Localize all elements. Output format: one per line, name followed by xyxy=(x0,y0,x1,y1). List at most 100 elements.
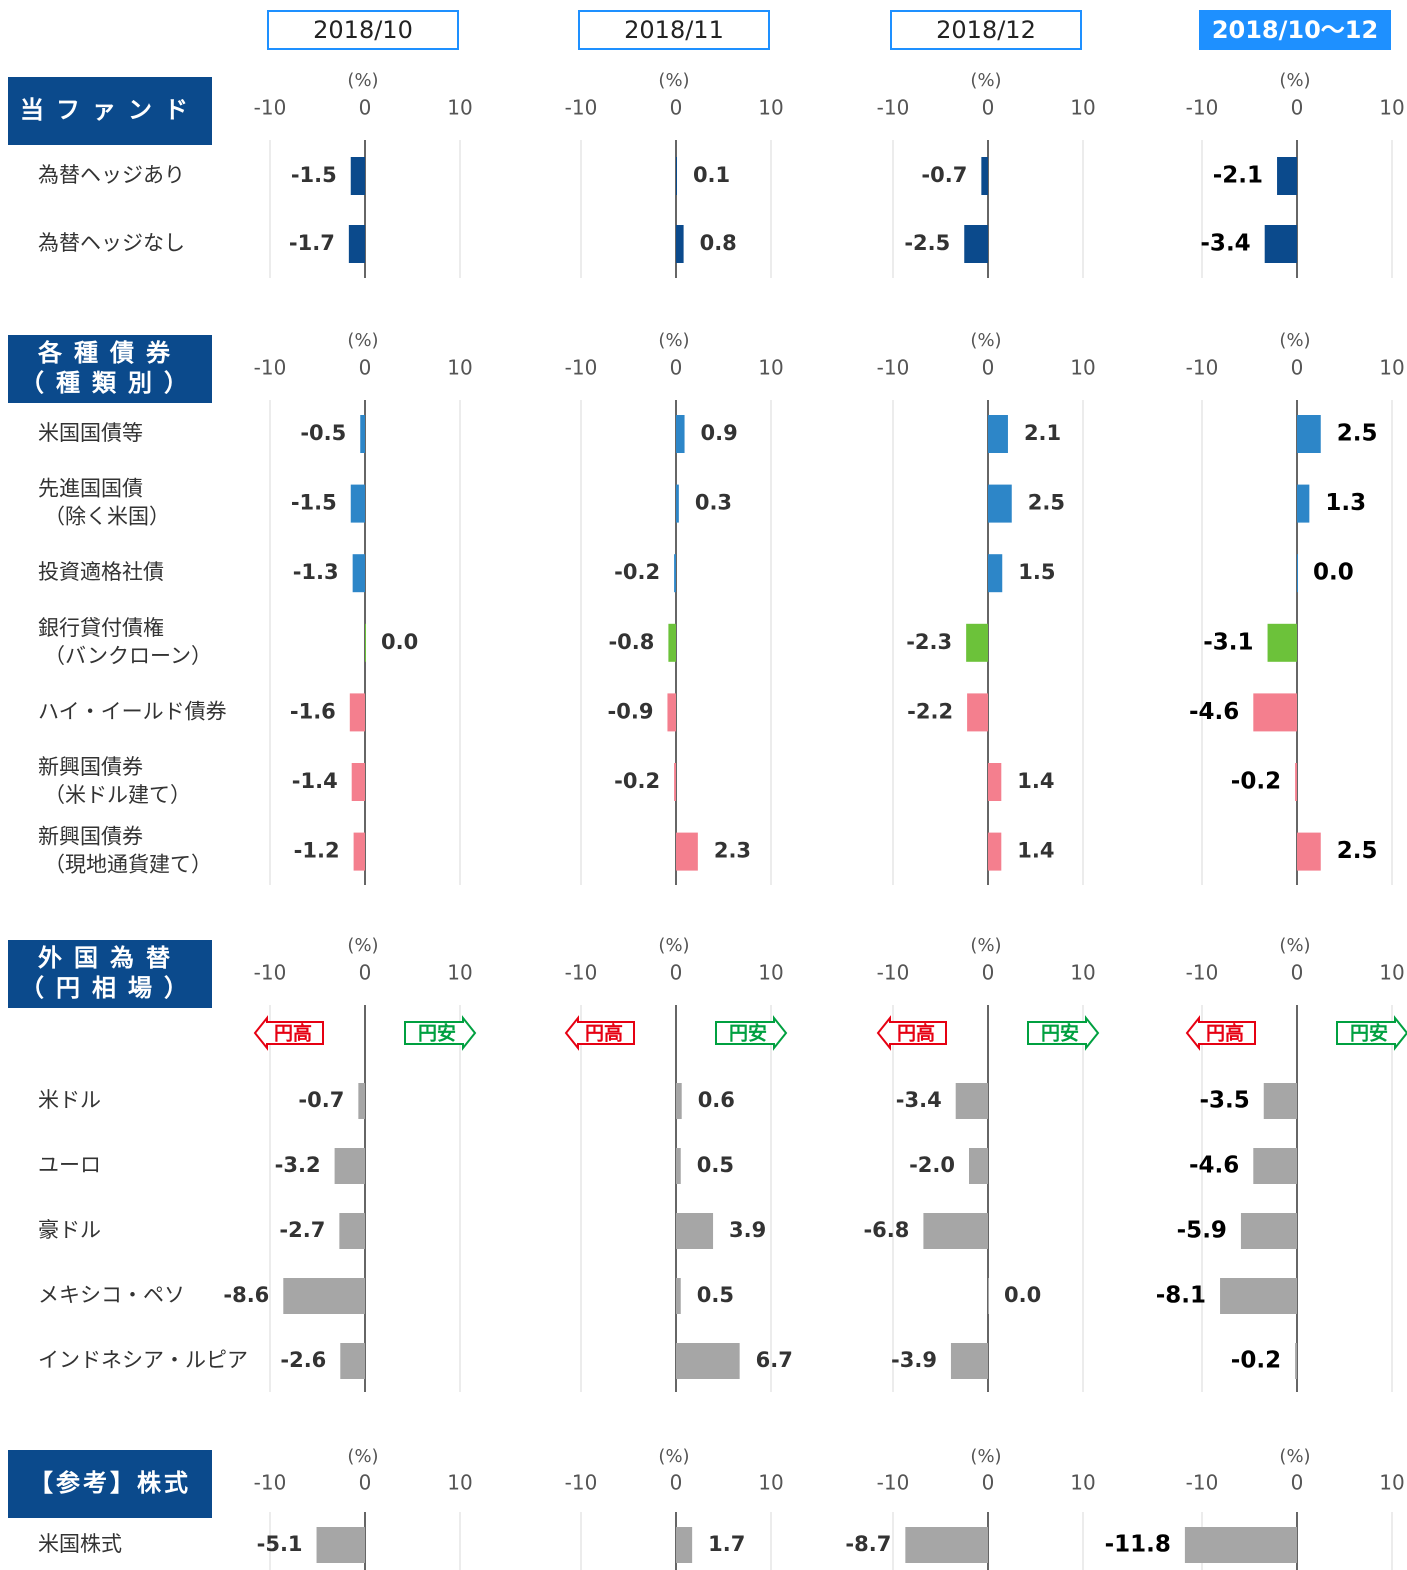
unit-label: (%) xyxy=(970,70,1001,91)
x-tick-label: -10 xyxy=(565,356,598,380)
section-title: 当ファンド xyxy=(20,96,200,124)
x-tick-label: 0 xyxy=(359,1471,372,1495)
value-label: -3.5 xyxy=(1199,1088,1249,1114)
x-tick-label: 10 xyxy=(1379,356,1404,380)
value-label: 3.9 xyxy=(729,1218,766,1242)
unit-label: (%) xyxy=(970,935,1001,956)
x-tick-label: -10 xyxy=(254,96,287,120)
value-label: -0.5 xyxy=(300,421,346,445)
x-tick-label: 0 xyxy=(359,961,372,985)
category-label: 先進国国債 xyxy=(38,477,143,501)
bar xyxy=(1264,225,1297,263)
arrow-yen-up xyxy=(876,1015,947,1051)
category-label: ユーロ xyxy=(38,1153,101,1177)
x-tick-label: -10 xyxy=(877,1471,910,1495)
bar xyxy=(966,623,988,662)
bar xyxy=(674,763,676,801)
bar xyxy=(988,832,1002,871)
bar xyxy=(1263,1083,1297,1119)
period-box xyxy=(578,10,770,50)
bar xyxy=(348,225,365,263)
bar xyxy=(676,1343,740,1379)
x-tick-label: 10 xyxy=(1070,961,1095,985)
bar xyxy=(339,1213,365,1249)
bar xyxy=(674,554,676,593)
bar xyxy=(1277,157,1297,195)
x-tick-label: 0 xyxy=(1291,961,1304,985)
period-label: 2018/10 xyxy=(313,16,413,44)
arrow-yen-up xyxy=(253,1015,324,1051)
bar xyxy=(981,157,988,195)
unit-label: (%) xyxy=(658,330,689,351)
value-label: -11.8 xyxy=(1105,1532,1171,1558)
bar xyxy=(676,1527,693,1563)
unit-label: (%) xyxy=(347,935,378,956)
bar xyxy=(668,623,676,662)
x-tick-label: 10 xyxy=(1379,961,1404,985)
bar xyxy=(1295,1343,1297,1379)
bar xyxy=(360,415,365,453)
value-label: -1.5 xyxy=(291,491,337,515)
value-label: 2.1 xyxy=(1024,421,1061,445)
category-label: ハイ・イールド債券 xyxy=(38,699,227,723)
x-tick-label: 10 xyxy=(758,356,783,380)
value-label: -0.2 xyxy=(614,769,660,793)
x-tick-label: 0 xyxy=(670,1471,683,1495)
x-tick-label: -10 xyxy=(254,961,287,985)
bar xyxy=(350,157,365,195)
value-label: -1.6 xyxy=(290,699,336,723)
arrow-label: 円高 xyxy=(585,1022,623,1045)
value-label: 2.5 xyxy=(1337,421,1378,447)
value-label: 0.1 xyxy=(693,163,730,187)
category-label: 投資適格社債 xyxy=(38,560,164,584)
category-label: 豪ドル xyxy=(38,1218,101,1242)
value-label: -4.6 xyxy=(1189,699,1239,725)
x-tick-label: 0 xyxy=(1291,96,1304,120)
bar xyxy=(316,1527,365,1563)
section-title: （円相場） xyxy=(20,974,200,1002)
category-label: 銀行貸付債権 xyxy=(38,616,164,640)
arrow-yen-up xyxy=(1185,1015,1256,1051)
bar xyxy=(676,1148,681,1184)
bar xyxy=(676,484,679,523)
x-tick-label: 10 xyxy=(758,961,783,985)
bar xyxy=(676,1213,714,1249)
category-label: 米国株式 xyxy=(38,1532,122,1556)
value-label: -2.0 xyxy=(909,1153,955,1177)
bar xyxy=(676,415,685,453)
value-label: -2.7 xyxy=(279,1218,325,1242)
value-label: 6.7 xyxy=(756,1348,793,1372)
category-label: （除く米国） xyxy=(44,505,170,529)
bar xyxy=(1184,1527,1297,1563)
value-label: 1.4 xyxy=(1017,839,1054,863)
x-tick-label: 0 xyxy=(982,961,995,985)
unit-label: (%) xyxy=(658,935,689,956)
value-label: 1.4 xyxy=(1017,769,1054,793)
arrow-yen-down xyxy=(1027,1015,1100,1051)
bar xyxy=(988,415,1008,453)
section-title: （種類別） xyxy=(20,369,200,397)
value-label: -2.6 xyxy=(280,1348,326,1372)
bar xyxy=(905,1527,988,1563)
value-label: -0.8 xyxy=(608,630,654,654)
bar xyxy=(988,554,1003,593)
value-label: -1.2 xyxy=(294,839,340,863)
x-tick-label: 10 xyxy=(447,96,472,120)
bar xyxy=(1253,693,1297,732)
x-tick-label: 0 xyxy=(670,96,683,120)
x-tick-label: -10 xyxy=(254,356,287,380)
arrow-label: 円安 xyxy=(418,1022,456,1045)
unit-label: (%) xyxy=(347,330,378,351)
bar xyxy=(1267,623,1297,662)
x-tick-label: 0 xyxy=(359,96,372,120)
bar xyxy=(676,832,698,871)
x-tick-label: 10 xyxy=(447,1471,472,1495)
value-label: 1.3 xyxy=(1325,490,1366,516)
category-label: 米ドル xyxy=(38,1088,101,1112)
x-tick-label: -10 xyxy=(565,1471,598,1495)
arrow-yen-down xyxy=(1336,1015,1407,1051)
bar xyxy=(352,554,365,593)
unit-label: (%) xyxy=(347,70,378,91)
bar xyxy=(923,1213,988,1249)
bar xyxy=(358,1083,365,1119)
